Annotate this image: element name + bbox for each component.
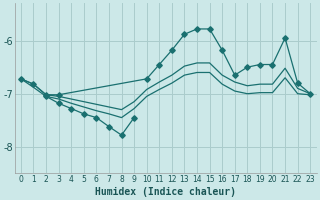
X-axis label: Humidex (Indice chaleur): Humidex (Indice chaleur)	[95, 186, 236, 197]
